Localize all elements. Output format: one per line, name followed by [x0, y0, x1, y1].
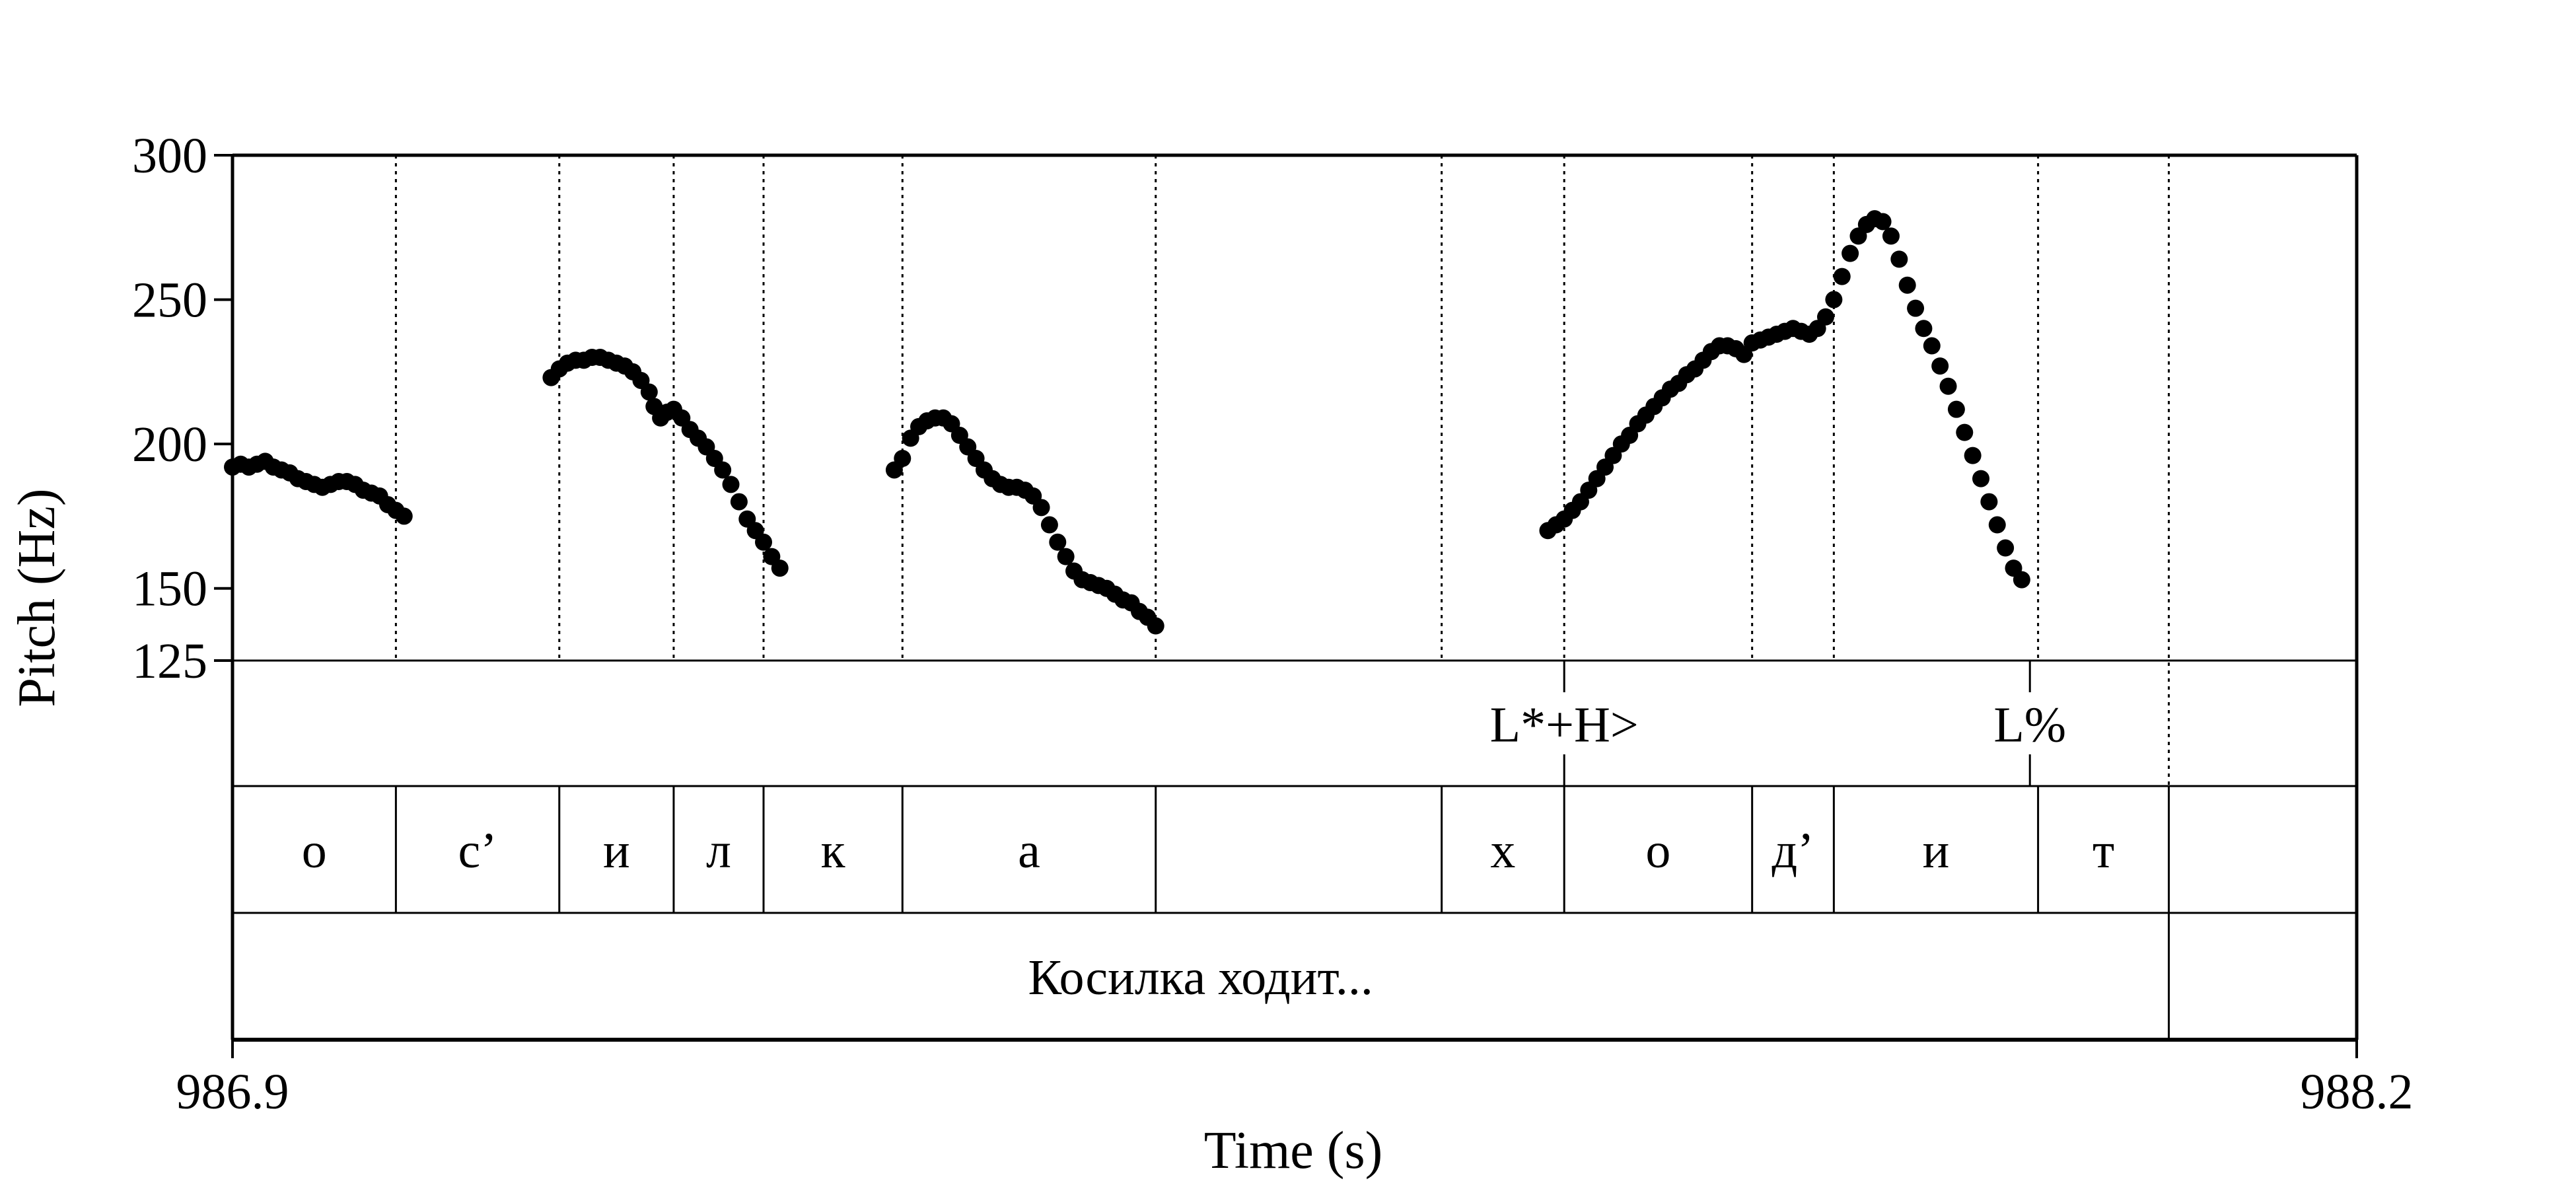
pitch-point — [1147, 617, 1164, 635]
pitch-point — [730, 493, 748, 511]
pitch-point — [1964, 447, 1982, 464]
pitch-point — [1057, 548, 1075, 565]
pitch-point — [1898, 276, 1916, 294]
pitch-point — [1825, 291, 1843, 308]
y-tick-label-200: 200 — [132, 417, 207, 472]
pitch-point — [2013, 571, 2030, 589]
pitch-point — [1833, 268, 1851, 285]
x-tick-label-end: 988.2 — [2301, 1064, 2414, 1120]
pitch-point — [894, 450, 912, 467]
segment-label-4: л — [706, 823, 731, 879]
pitch-point — [771, 559, 789, 577]
segment-label-2: с’ — [458, 823, 497, 879]
segment-label-3: и — [603, 823, 630, 879]
y-tick-label-125: 125 — [132, 633, 207, 689]
pitch-point — [1842, 244, 1859, 262]
pitch-point — [1997, 539, 2015, 557]
pitch-point — [1988, 516, 2006, 534]
pitch-point — [1947, 400, 1965, 418]
y-tick-label-150: 150 — [132, 561, 207, 617]
pitch-point — [1040, 516, 1058, 534]
pitch-point — [1874, 213, 1892, 231]
pitch-point — [1890, 250, 1908, 268]
pitch-point — [1931, 357, 1949, 375]
segment-label-9: о — [1645, 823, 1670, 879]
pitch-points — [224, 210, 2030, 635]
pitch-point — [755, 533, 772, 551]
pitch-point — [1049, 533, 1067, 551]
segment-label-8: х — [1490, 823, 1515, 879]
pitch-point — [1882, 227, 1900, 245]
pitch-point — [1923, 337, 1941, 355]
pitch-point — [1032, 499, 1050, 517]
tone-label-2: L% — [1993, 698, 2066, 753]
pitch-point — [722, 476, 740, 493]
x-axis-title: Time (s) — [1204, 1122, 1382, 1180]
segment-label-10: д’ — [1772, 823, 1814, 879]
pitch-point — [714, 461, 732, 479]
y-tick-label-250: 250 — [132, 273, 207, 328]
segment-label-1: о — [302, 823, 327, 879]
y-tick-label-300: 300 — [132, 128, 207, 184]
pitch-point — [1956, 423, 1974, 441]
segment-label-11: и — [1923, 823, 1950, 879]
pitch-point — [1907, 299, 1925, 317]
segment-label-12: т — [2093, 823, 2114, 879]
pitch-point — [1939, 377, 1957, 395]
pitch-point — [1817, 308, 1834, 326]
chart-text: Time (s) Pitch (Hz) 986.9 988.2 125 150 20… — [8, 128, 2414, 1180]
segment-label-6: а — [1018, 823, 1040, 879]
segment-label-5: к — [821, 823, 845, 879]
pitch-point — [395, 507, 413, 525]
phrase-label-1: Косилка ходит... — [1028, 950, 1373, 1005]
pitch-point — [1915, 320, 1933, 338]
pitch-point — [640, 383, 658, 401]
pitch-point — [1972, 470, 1990, 487]
x-tick-label-start: 986.9 — [176, 1064, 289, 1120]
chart-lines — [214, 153, 2359, 1058]
pitch-point — [1980, 493, 1998, 511]
y-axis-title: Pitch (Hz) — [8, 488, 66, 707]
tone-label-1: L*+H> — [1490, 698, 1639, 753]
